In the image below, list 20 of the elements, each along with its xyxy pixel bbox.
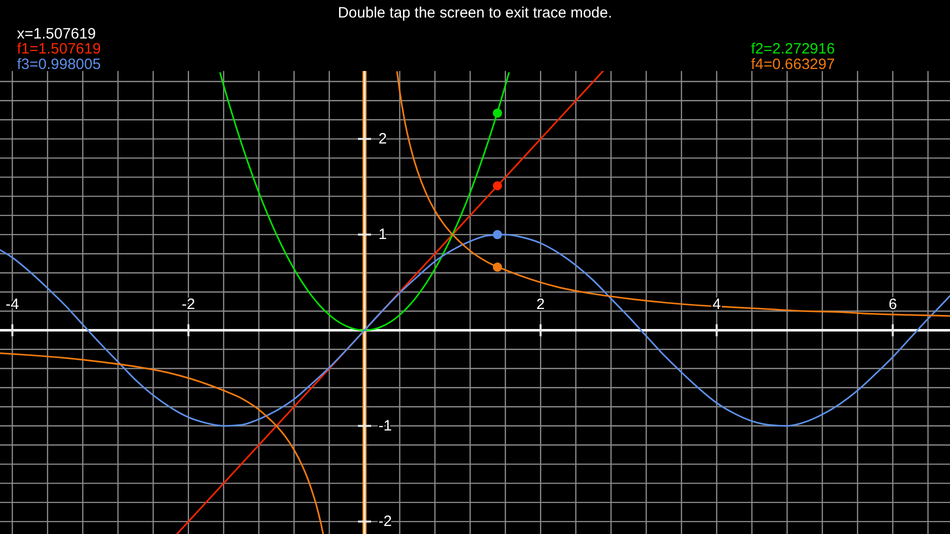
y-tick-label: -1 [378,417,392,434]
y-tick-label: 2 [378,130,387,148]
text: f2=2.272916 [751,40,835,58]
x-tick-label: 2 [536,296,545,314]
point [492,262,502,272]
x-tick-label: -2 [182,296,196,314]
point [492,230,502,240]
x-tick-label: 6 [888,296,897,314]
point [492,181,502,190]
line-series [176,71,604,534]
text: x=1.507619 [17,26,96,42]
text: f4=0.663297 [751,56,835,73]
x-tick-label: -4 [6,296,19,314]
text: f1=1.507619 [17,40,101,58]
y-tick-label: -2 [378,513,392,530]
y-tick-label: 1 [378,226,387,244]
line-series [219,72,510,332]
text: f3=0.998005 [17,56,101,73]
chart-title: Double tap the screen to exit trace mode. [338,4,612,22]
point [492,108,502,118]
